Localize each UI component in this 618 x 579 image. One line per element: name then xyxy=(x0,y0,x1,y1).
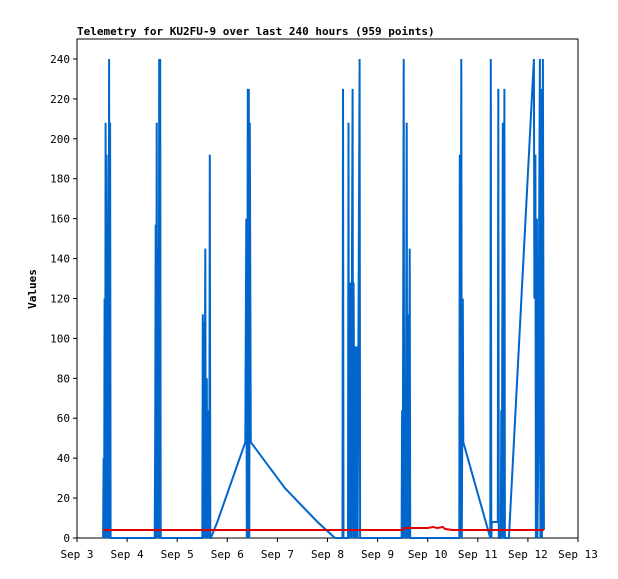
y-tick-label: 220 xyxy=(50,93,70,106)
x-tick-label: Sep 10 xyxy=(408,548,448,561)
y-tick-label: 100 xyxy=(50,332,70,345)
x-axis: Sep 3 Sep 4 Sep 5 Sep 6 Sep 7 Sep 8 Sep 9 Sep 1… xyxy=(60,538,598,561)
x-tick-label: Sep 3 xyxy=(60,548,93,561)
y-tick-label: 140 xyxy=(50,253,70,266)
x-tick-label: Sep 13 xyxy=(558,548,598,561)
x-tick-label: Sep 9 xyxy=(361,548,394,561)
series-line-blue xyxy=(102,58,545,539)
y-axis: 0 20 40 60 80 100 120 140 160 180 200 220 240 xyxy=(50,53,77,545)
y-tick-label: 40 xyxy=(57,452,70,465)
y-tick-label: 60 xyxy=(57,412,70,425)
x-tick-label: Sep 6 xyxy=(211,548,244,561)
series-line-red xyxy=(103,525,544,531)
y-tick-label: 200 xyxy=(50,133,70,146)
y-tick-label: 240 xyxy=(50,53,70,66)
y-tick-label: 160 xyxy=(50,213,70,226)
x-tick-label: Sep 7 xyxy=(261,548,294,561)
y-axis-label: Values xyxy=(26,269,39,309)
x-tick-label: Sep 5 xyxy=(161,548,194,561)
y-tick-label: 80 xyxy=(57,372,70,385)
y-tick-label: 180 xyxy=(50,173,70,186)
x-tick-label: Sep 11 xyxy=(458,548,498,561)
y-tick-label: 120 xyxy=(50,292,70,305)
x-tick-label: Sep 8 xyxy=(311,548,344,561)
series-layer xyxy=(102,58,545,539)
y-tick-label: 0 xyxy=(63,532,70,545)
x-tick-label: Sep 12 xyxy=(508,548,548,561)
y-tick-label: 20 xyxy=(57,492,70,505)
x-tick-label: Sep 4 xyxy=(111,548,144,561)
chart-title: Telemetry for KU2FU-9 over last 240 hour… xyxy=(77,25,435,38)
